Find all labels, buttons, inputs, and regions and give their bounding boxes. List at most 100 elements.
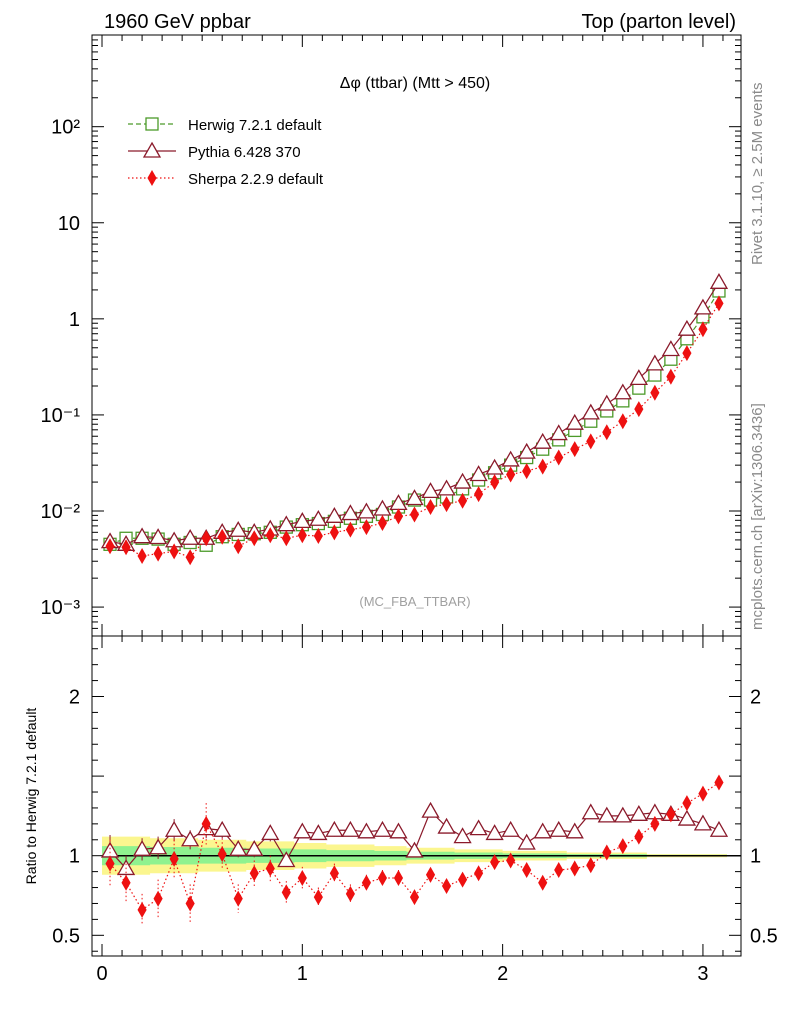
main-point-sherpa-2-2-9-default — [682, 345, 692, 362]
main-point-sherpa-2-2-9-default — [506, 466, 516, 483]
ratio-point-sherpa-2-2-9-default — [105, 855, 115, 872]
main-point-sherpa-2-2-9-default — [217, 528, 227, 545]
ratio-point-sherpa-2-2-9-default — [522, 862, 532, 879]
ratio-point-pythia-6-428-370 — [341, 820, 360, 837]
legend-label-sherpa: Sherpa 2.2.9 default — [188, 171, 324, 188]
ratio-point-sherpa-2-2-9-default — [345, 885, 355, 902]
main-point-pythia-6-428-370 — [549, 424, 568, 441]
ratio-point-sherpa-2-2-9-default — [265, 860, 275, 877]
ratio-point-sherpa-2-2-9-default — [474, 865, 484, 882]
ratio-point-pythia-6-428-370 — [405, 841, 424, 858]
main-point-sherpa-2-2-9-default — [650, 384, 660, 401]
ratio-point-pythia-6-428-370 — [421, 801, 440, 818]
main-point-sherpa-2-2-9-default — [522, 463, 532, 480]
main-y-tick-label: 10 — [58, 213, 80, 235]
main-point-pythia-6-428-370 — [517, 442, 536, 459]
ratio-point-pythia-6-428-370 — [165, 820, 184, 837]
ratio-point-pythia-6-428-370 — [277, 851, 296, 868]
legend: Herwig 7.2.1 default Pythia 6.428 370 Sh… — [128, 117, 324, 188]
main-point-herwig-7-2-1-default — [648, 368, 662, 382]
main-point-sherpa-2-2-9-default — [377, 514, 388, 532]
legend-marker-pythia — [142, 141, 162, 158]
ratio-y-tick-label: 1 — [69, 846, 80, 868]
ratio-point-pythia-6-428-370 — [709, 820, 729, 837]
main-point-sherpa-2-2-9-default — [570, 441, 580, 458]
main-point-sherpa-2-2-9-default — [441, 496, 452, 513]
ratio-point-pythia-6-428-370 — [373, 820, 392, 837]
ratio-y-tick-label-right: 2 — [750, 686, 761, 708]
x-tick-label: 3 — [697, 963, 708, 985]
ratio-point-pythia-6-428-370 — [181, 830, 200, 847]
ratio-point-sherpa-2-2-9-default — [650, 815, 660, 832]
main-point-sherpa-2-2-9-default — [249, 530, 259, 547]
ratio-point-pythia-6-428-370 — [453, 827, 472, 844]
ratio-line-sherpa-2-2-9-default — [109, 781, 720, 911]
analysis-watermark: (MC_FBA_TTBAR) — [359, 594, 470, 609]
main-point-pythia-6-428-370 — [469, 465, 488, 482]
main-point-pythia-6-428-370 — [693, 298, 713, 315]
ratio-point-pythia-6-428-370 — [469, 819, 488, 836]
ratio-point-sherpa-2-2-9-default — [409, 889, 420, 906]
ratio-point-sherpa-2-2-9-default — [618, 838, 628, 855]
main-point-sherpa-2-2-9-default — [666, 368, 676, 385]
ratio-point-pythia-6-428-370 — [293, 822, 312, 839]
ratio-series-sherpa-2-2-9-default — [105, 774, 724, 926]
ratio-point-pythia-6-428-370 — [325, 820, 344, 837]
ratio-point-sherpa-2-2-9-default — [457, 871, 468, 888]
ratio-series-pythia-6-428-370 — [100, 801, 729, 882]
ratio-point-pythia-6-428-370 — [132, 840, 152, 856]
main-point-pythia-6-428-370 — [437, 479, 456, 496]
mcplots-label: mcplots.cern.ch [arXiv:1306.3436] — [749, 403, 766, 630]
main-point-pythia-6-428-370 — [325, 507, 344, 523]
legend-label-herwig: Herwig 7.2.1 default — [188, 117, 322, 134]
ratio-point-pythia-6-428-370 — [501, 820, 520, 837]
ratio-point-sherpa-2-2-9-default — [698, 785, 708, 802]
main-point-sherpa-2-2-9-default — [265, 527, 275, 544]
ratio-y-tick-label: 0.5 — [52, 925, 80, 947]
ratio-point-pythia-6-428-370 — [549, 820, 568, 837]
ratio-point-sherpa-2-2-9-default — [714, 774, 724, 791]
ratio-point-pythia-6-428-370 — [357, 822, 376, 839]
ratio-point-sherpa-2-2-9-default — [169, 850, 179, 867]
main-point-sherpa-2-2-9-default — [618, 413, 628, 430]
main-point-sherpa-2-2-9-default — [361, 519, 371, 536]
ratio-point-sherpa-2-2-9-default — [201, 815, 211, 832]
main-point-sherpa-2-2-9-default — [474, 486, 484, 503]
legend-item-herwig: Herwig 7.2.1 default — [128, 117, 322, 134]
ratio-y-tick-label-right: 0.5 — [750, 925, 778, 947]
ratio-point-pythia-6-428-370 — [677, 809, 697, 826]
ratio-point-sherpa-2-2-9-default — [506, 852, 516, 869]
ratio-point-sherpa-2-2-9-default — [554, 862, 564, 879]
main-y-tick-label: 10⁻³ — [41, 597, 81, 619]
ratio-point-pythia-6-428-370 — [485, 824, 504, 841]
ratio-point-pythia-6-428-370 — [517, 833, 536, 850]
x-tick-label: 2 — [497, 963, 508, 985]
main-point-pythia-6-428-370 — [341, 504, 360, 521]
main-point-sherpa-2-2-9-default — [490, 474, 500, 491]
main-point-pythia-6-428-370 — [132, 527, 152, 544]
ratio-point-pythia-6-428-370 — [309, 824, 328, 841]
main-point-sherpa-2-2-9-default — [329, 524, 339, 541]
ratio-point-pythia-6-428-370 — [581, 803, 600, 820]
axes: 0 1 2 3 10⁻³ 10⁻² 10⁻¹ 1 10 10² 0.5 0.5 1 1 2 2 — [41, 34, 778, 985]
main-y-tick-label: 10² — [51, 117, 80, 139]
ratio-y-tick-label: 2 — [69, 686, 80, 708]
main-point-pythia-6-428-370 — [661, 340, 681, 357]
ratio-point-sherpa-2-2-9-default — [233, 890, 243, 907]
legend-item-pythia: Pythia 6.428 370 — [128, 141, 301, 161]
ratio-point-sherpa-2-2-9-default — [313, 889, 323, 906]
main-y-tick-label: 1 — [69, 309, 80, 331]
main-point-pythia-6-428-370 — [405, 489, 424, 506]
legend-item-sherpa: Sherpa 2.2.9 default — [128, 169, 324, 188]
ratio-point-sherpa-2-2-9-default — [538, 874, 548, 891]
main-point-pythia-6-428-370 — [229, 520, 248, 537]
main-point-sherpa-2-2-9-default — [586, 433, 596, 450]
ratio-point-sherpa-2-2-9-default — [666, 806, 676, 823]
ratio-point-pythia-6-428-370 — [148, 838, 168, 855]
main-point-pythia-6-428-370 — [373, 499, 392, 516]
main-point-pythia-6-428-370 — [357, 502, 376, 519]
ratio-point-sherpa-2-2-9-default — [297, 869, 307, 886]
main-point-sherpa-2-2-9-default — [313, 527, 323, 544]
main-point-pythia-6-428-370 — [613, 383, 632, 400]
ratio-point-pythia-6-428-370 — [116, 859, 136, 876]
